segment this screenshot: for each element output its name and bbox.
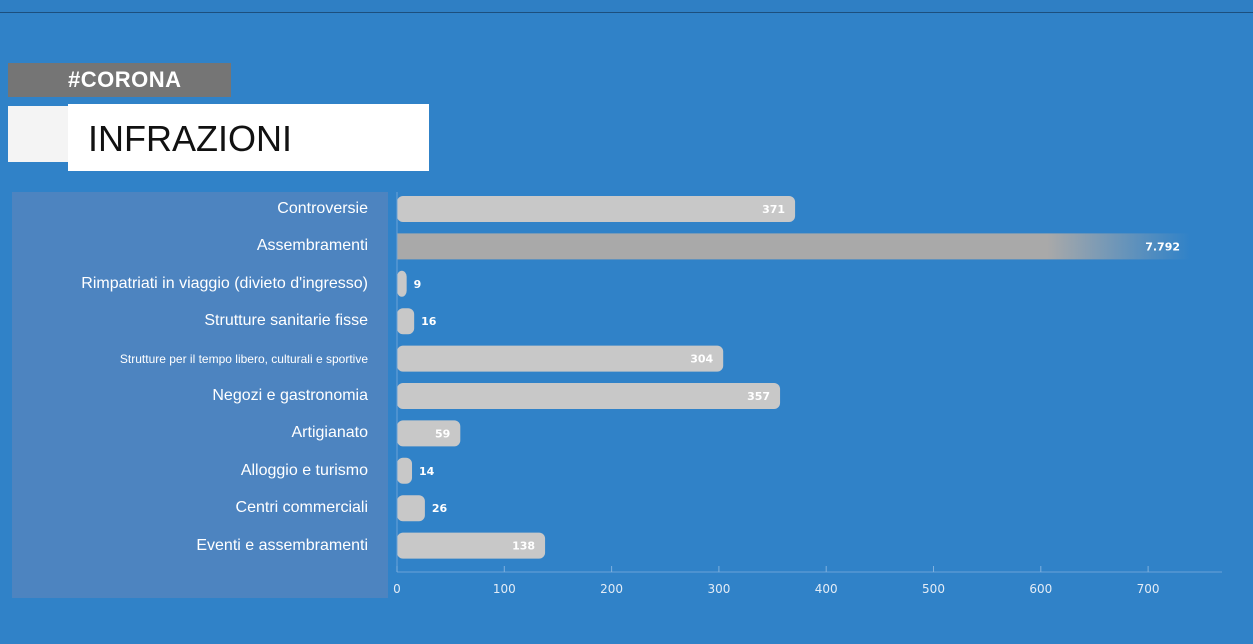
bar [397, 308, 415, 335]
category-label-panel: Controversie Assembramenti Rimpatriati in … [12, 192, 388, 598]
title-accent-strip [8, 106, 68, 162]
bar [397, 532, 546, 559]
top-border [0, 0, 1253, 13]
bar-value-label: 357 [747, 390, 770, 403]
bar [397, 345, 724, 372]
bar [397, 420, 461, 447]
bar-value-label: 138 [512, 540, 535, 553]
bar [397, 383, 781, 409]
x-tick-label: 400 [815, 582, 838, 596]
x-tick-label: 500 [922, 582, 945, 596]
category-label: Controversie [277, 200, 368, 217]
bar [397, 270, 407, 297]
bar-value-label: 16 [421, 315, 437, 328]
bar [397, 233, 1190, 260]
bar [397, 495, 425, 522]
bar-value-label: 9 [414, 278, 422, 291]
x-tick-label: 200 [600, 582, 623, 596]
x-tick-label: 600 [1029, 582, 1052, 596]
category-label: Artigianato [291, 424, 369, 442]
bar-value-label: 59 [435, 427, 450, 440]
bar-value-label: 14 [419, 465, 435, 478]
x-tick-label: 300 [707, 582, 730, 596]
bar-value-label: 304 [690, 353, 713, 366]
hashtag-label: #CORONA [8, 63, 231, 97]
category-label: Eventi e assembramenti [196, 536, 368, 554]
category-label: Centri commerciali [235, 499, 368, 517]
category-label: Assembramenti [256, 237, 368, 255]
x-tick-label: 0 [393, 582, 401, 596]
bar-value-label: 26 [432, 502, 448, 515]
chart-title: INFRAZIONI [68, 104, 429, 171]
category-label: Rimpatriati in viaggio (divieto d'ingres… [81, 274, 368, 292]
bar-value-label: 371 [762, 203, 785, 216]
bar [397, 196, 796, 222]
category-label: Alloggio e turismo [240, 461, 368, 479]
x-tick-label: 100 [493, 582, 516, 596]
x-tick-label: 700 [1137, 582, 1160, 596]
category-label: Negozi e gastronomia [212, 387, 368, 404]
category-label: Strutture per il tempo libero, culturali… [119, 351, 368, 366]
bar [397, 457, 413, 484]
bar-value-label: 7.792 [1145, 240, 1180, 253]
category-label: Strutture sanitarie fisse [204, 312, 368, 330]
